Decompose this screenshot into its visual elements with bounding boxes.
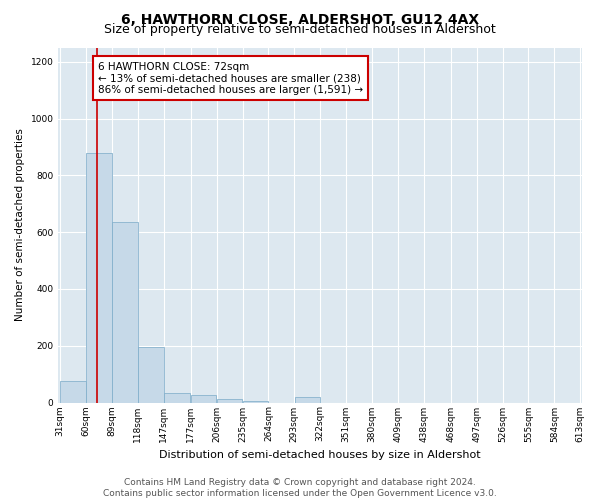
Bar — [243, 401, 268, 402]
Bar — [295, 397, 320, 402]
Bar — [86, 152, 112, 402]
Bar — [217, 399, 242, 402]
Text: 6 HAWTHORN CLOSE: 72sqm
← 13% of semi-detached houses are smaller (238)
86% of s: 6 HAWTHORN CLOSE: 72sqm ← 13% of semi-de… — [98, 62, 363, 95]
Bar — [61, 381, 86, 402]
X-axis label: Distribution of semi-detached houses by size in Aldershot: Distribution of semi-detached houses by … — [160, 450, 481, 460]
Y-axis label: Number of semi-detached properties: Number of semi-detached properties — [15, 128, 25, 322]
Text: Contains HM Land Registry data © Crown copyright and database right 2024.
Contai: Contains HM Land Registry data © Crown c… — [103, 478, 497, 498]
Bar — [112, 222, 138, 402]
Text: Size of property relative to semi-detached houses in Aldershot: Size of property relative to semi-detach… — [104, 22, 496, 36]
Text: 6, HAWTHORN CLOSE, ALDERSHOT, GU12 4AX: 6, HAWTHORN CLOSE, ALDERSHOT, GU12 4AX — [121, 12, 479, 26]
Bar — [138, 347, 164, 403]
Bar — [191, 396, 217, 402]
Bar — [164, 392, 190, 402]
